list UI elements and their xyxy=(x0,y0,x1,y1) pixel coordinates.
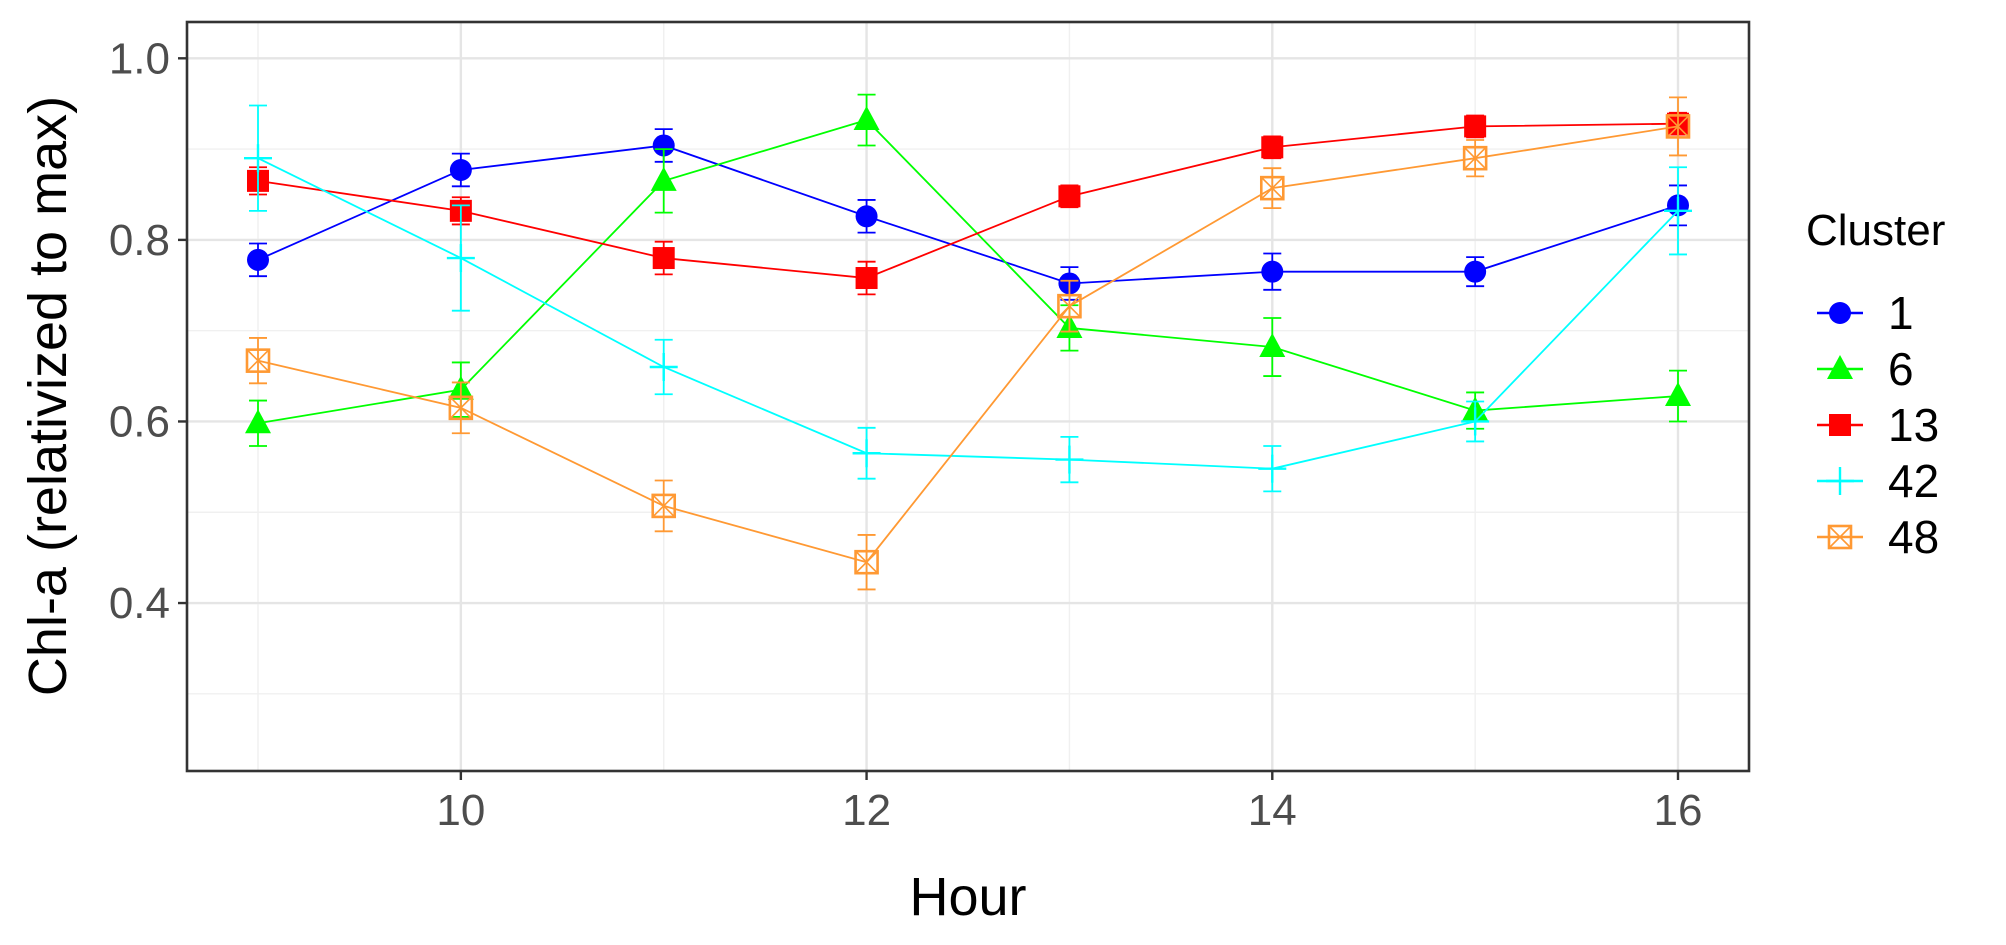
series-layer xyxy=(244,93,1692,591)
data-point-box xyxy=(245,348,271,373)
data-point xyxy=(245,409,271,434)
legend-label: 42 xyxy=(1888,455,1939,507)
data-point-box xyxy=(854,549,879,575)
data-point xyxy=(1261,260,1284,283)
data-point-diag2 xyxy=(1057,294,1081,318)
series-line-13 xyxy=(257,122,1679,279)
legend-item-6: 6 xyxy=(1817,343,1914,395)
data-point-diag2 xyxy=(449,396,473,420)
data-point-box xyxy=(1665,114,1691,139)
data-point xyxy=(1464,115,1487,138)
x-tick-label: 10 xyxy=(436,786,485,835)
data-point xyxy=(449,158,472,181)
y-tick-label: 1.0 xyxy=(109,34,170,83)
data-point xyxy=(247,248,269,271)
data-point xyxy=(1057,293,1082,319)
data-point-box xyxy=(651,493,677,519)
legend-item-48: 48 xyxy=(1817,511,1939,563)
data-point xyxy=(244,144,272,173)
legend-label: 13 xyxy=(1888,399,1939,451)
data-point xyxy=(1055,445,1084,474)
y-tick-label: 0.8 xyxy=(109,216,170,265)
legend-key-marker-box xyxy=(1827,524,1853,550)
data-point xyxy=(649,352,678,381)
data-point-box xyxy=(1259,175,1285,201)
legend-key-marker xyxy=(1829,302,1851,324)
series-48 xyxy=(245,96,1691,591)
series-line-42 xyxy=(257,157,1679,470)
legend-label: 1 xyxy=(1888,287,1914,339)
legend-label: 6 xyxy=(1888,343,1914,395)
plot-border xyxy=(185,20,1751,773)
data-point xyxy=(853,106,880,131)
data-point-box xyxy=(1462,145,1488,171)
data-point xyxy=(448,395,474,421)
data-point-box xyxy=(1057,293,1082,319)
data-point xyxy=(1665,382,1691,407)
data-point xyxy=(652,134,675,157)
data-point-diag2 xyxy=(1260,176,1284,200)
data-point xyxy=(245,348,271,373)
legend-key-marker xyxy=(1827,355,1853,379)
x-tick-label: 12 xyxy=(842,786,891,835)
data-point-diag2 xyxy=(652,494,676,518)
series-line-6 xyxy=(257,119,1679,425)
data-point-diag2 xyxy=(246,349,270,373)
x-axis: 10 12 14 16 xyxy=(436,771,1702,835)
series-line-48 xyxy=(257,125,1679,564)
x-axis-title: Hour xyxy=(909,867,1026,927)
legend-key-marker xyxy=(1827,524,1853,550)
data-point xyxy=(650,166,677,191)
data-point xyxy=(1464,260,1487,283)
series-13 xyxy=(247,111,1689,296)
series-42 xyxy=(244,104,1692,493)
data-point xyxy=(1261,136,1284,159)
data-point xyxy=(651,493,677,519)
y-axis-title: Chl-a (relativized to max) xyxy=(18,96,78,696)
data-point-diag2 xyxy=(855,550,879,574)
legend-key-marker-diag2 xyxy=(1828,525,1852,549)
plot-background xyxy=(187,22,1749,771)
data-point xyxy=(1058,185,1081,208)
data-point xyxy=(855,267,878,290)
legend-item-42: 42 xyxy=(1817,455,1939,507)
data-point xyxy=(1259,175,1285,201)
legend-key-marker xyxy=(1829,414,1851,436)
x-tick-label: 16 xyxy=(1654,786,1703,835)
legend-item-1: 1 xyxy=(1817,287,1914,339)
y-tick-label: 0.6 xyxy=(109,397,170,446)
data-point xyxy=(1461,407,1490,436)
series-line-1 xyxy=(257,144,1679,285)
data-point xyxy=(1259,333,1286,358)
data-point xyxy=(446,244,475,273)
data-point-diag2 xyxy=(1463,146,1487,170)
legend-title: Cluster xyxy=(1806,206,1945,255)
data-point-box xyxy=(448,395,474,421)
y-tick-label: 0.4 xyxy=(109,579,170,628)
series-1 xyxy=(247,128,1689,301)
legend-key-marker xyxy=(1826,467,1854,495)
data-point xyxy=(652,247,675,270)
data-point xyxy=(855,205,878,228)
data-point xyxy=(852,439,881,468)
data-point xyxy=(1664,196,1692,225)
legend-label: 48 xyxy=(1888,511,1939,563)
x-tick-label: 14 xyxy=(1248,786,1297,835)
data-point xyxy=(1665,114,1691,139)
data-point xyxy=(854,549,879,575)
y-axis: 0.4 0.6 0.8 1.0 xyxy=(109,34,187,628)
legend-item-13: 13 xyxy=(1817,399,1939,451)
data-point xyxy=(1462,145,1488,171)
data-point-diag2 xyxy=(1666,114,1690,138)
data-point xyxy=(1258,454,1287,483)
